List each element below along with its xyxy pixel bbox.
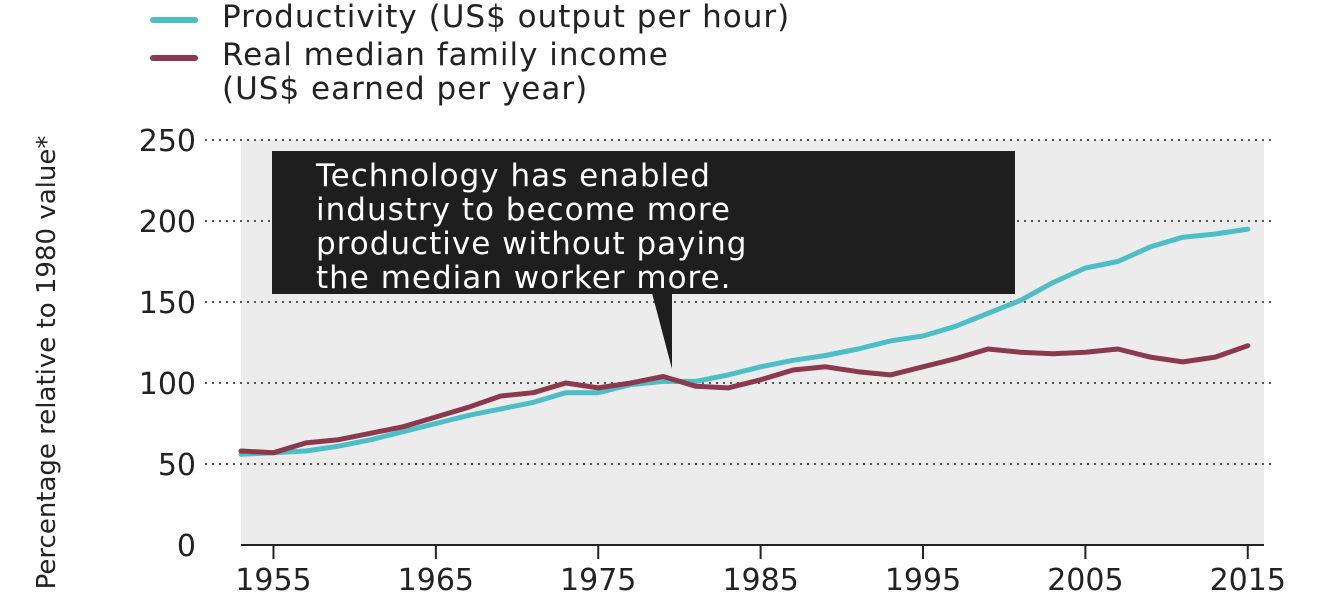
y-tick-label: 0 — [177, 529, 196, 564]
y-tick-label: 200 — [139, 205, 196, 240]
y-axis-label: Percentage relative to 1980 value* — [32, 136, 62, 590]
legend-label-income-line2: (US$ earned per year) — [222, 71, 589, 107]
y-tick-label: 50 — [158, 448, 196, 483]
x-tick-label: 1975 — [560, 563, 636, 593]
income-line — [238, 343, 1251, 456]
annotation-callout: Technology has enabled industry to becom… — [272, 151, 1015, 369]
y-tick-label: 150 — [139, 286, 196, 321]
legend-label-productivity: Productivity (US$ output per hour) — [222, 0, 791, 35]
y-tick-label: 100 — [139, 367, 196, 402]
legend-item-income: Real median family income (US$ earned pe… — [150, 38, 790, 106]
annotation-callout-text: Technology has enabled industry to becom… — [316, 158, 748, 296]
y-tick-label: 250 — [139, 124, 196, 159]
x-tick-label: 2015 — [1210, 563, 1286, 593]
chart-legend: Productivity (US$ output per hour) Real … — [150, 0, 790, 110]
legend-label-income-line1: Real median family income — [222, 37, 669, 73]
x-tick-label: 1985 — [722, 563, 798, 593]
x-tick-label: 1995 — [885, 563, 961, 593]
annotation-callout-pointer — [652, 293, 672, 369]
legend-swatch-income — [150, 55, 198, 61]
x-tick-label: 2005 — [1047, 563, 1123, 593]
x-tick-label: 1955 — [235, 563, 311, 593]
legend-swatch-productivity — [150, 17, 198, 23]
legend-item-productivity: Productivity (US$ output per hour) — [150, 0, 790, 34]
productivity-line — [238, 226, 1251, 457]
x-tick-label: 1965 — [398, 563, 474, 593]
legend-label-income: Real median family income (US$ earned pe… — [222, 38, 669, 106]
